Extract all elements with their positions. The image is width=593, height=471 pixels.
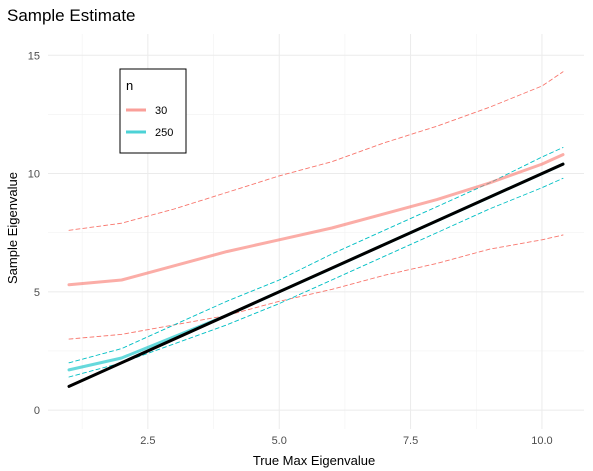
y-tick-label: 0 — [34, 405, 40, 417]
x-tick-label: 2.5 — [140, 435, 155, 447]
y-tick-label: 10 — [28, 169, 40, 181]
legend-label-250: 250 — [155, 127, 173, 139]
series-line-30-lower — [68, 234, 564, 340]
legend-label-30: 30 — [155, 105, 167, 117]
series-line-250-upper — [68, 147, 564, 364]
legend: n 30 250 — [119, 68, 187, 154]
x-tick-label: 7.5 — [403, 435, 418, 447]
chart-title: Sample Estimate — [7, 6, 136, 25]
y-tick-label: 5 — [34, 287, 40, 299]
series-line-30-upper — [68, 71, 564, 231]
series-line-true — [67, 162, 565, 388]
x-axis-title: True Max Eigenvalue — [253, 453, 375, 468]
y-axis-title: Sample Eigenvalue — [5, 172, 20, 284]
legend-title: n — [126, 78, 133, 93]
x-tick-label: 5.0 — [272, 435, 287, 447]
y-tick-label: 15 — [28, 50, 40, 62]
series-line-250-lower — [68, 177, 564, 378]
tick-labels: 2.5 5.0 7.5 10.0 0 5 10 15 — [28, 50, 553, 447]
x-tick-label: 10.0 — [531, 435, 552, 447]
series-layer — [67, 71, 565, 388]
series-line-30 — [67, 153, 565, 287]
